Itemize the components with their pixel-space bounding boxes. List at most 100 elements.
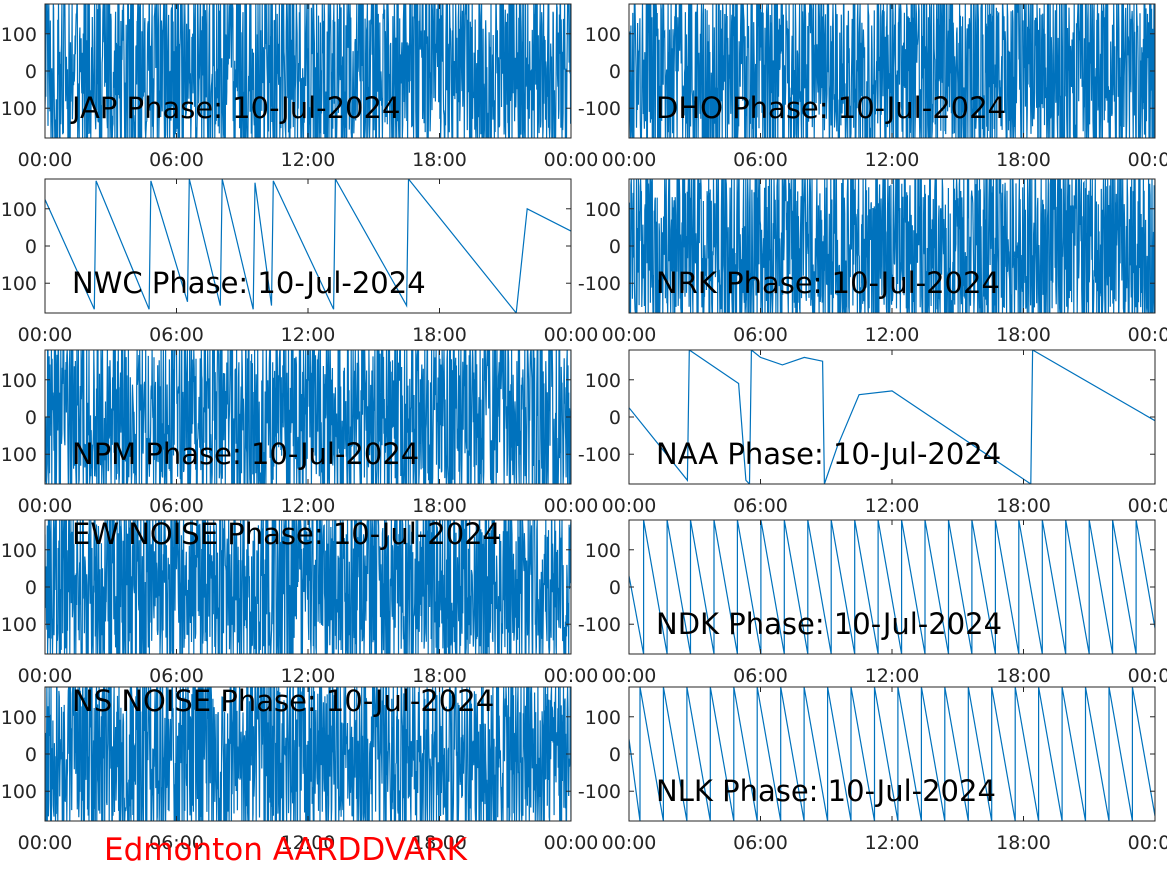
series-line-nwc: [45, 179, 571, 313]
ytick-label: 100: [1, 24, 37, 46]
xtick-label: 12:00: [281, 495, 336, 517]
xtick-label: 18:00: [996, 832, 1051, 854]
series-line-nlk: [629, 687, 1155, 821]
xtick-label: 00:00: [544, 495, 599, 517]
xtick-label: 18:00: [412, 665, 467, 687]
ytick-label: 0: [25, 407, 37, 429]
ytick-label: 0: [609, 61, 621, 83]
panel-title-jap: JAP Phase: 10-Jul-2024: [70, 91, 400, 125]
ytick-label: 0: [25, 236, 37, 258]
xtick-label: 12:00: [281, 324, 336, 346]
ytick-label: 100: [585, 199, 621, 221]
ytick-label: 100: [1, 370, 37, 392]
xtick-label: 00:00: [1128, 495, 1167, 517]
ytick-label: -100: [0, 614, 37, 636]
ytick-label: 100: [1, 540, 37, 562]
ytick-label: 0: [609, 236, 621, 258]
panel-naa: 100 0 -100 00:00 06:00 12:00 18:00 00:00 NAA Pha…: [578, 349, 1167, 517]
xtick-label: 00:00: [544, 665, 599, 687]
ytick-label: 0: [25, 744, 37, 766]
panel-title-nwc: NWC Phase: 10-Jul-2024: [72, 266, 426, 300]
panel-nlk: 100 0 -100 00:00 06:00 12:00 18:00 00:00 NLK Pha…: [578, 686, 1167, 854]
xtick-label: 18:00: [412, 324, 467, 346]
panel-title-npm: NPM Phase: 10-Jul-2024: [72, 437, 419, 471]
series-line-jap: [45, 4, 571, 138]
xtick-label: 06:00: [149, 495, 204, 517]
xtick-label: 00:00: [602, 665, 657, 687]
ytick-label: -100: [578, 98, 621, 120]
ytick-label: 100: [585, 707, 621, 729]
panel-title-ns-noise: NS NOISE Phase: 10-Jul-2024: [72, 684, 494, 718]
panel-title-nlk: NLK Phase: 10-Jul-2024: [656, 774, 996, 808]
ytick-label: -100: [578, 273, 621, 295]
xtick-label: 12:00: [865, 832, 920, 854]
series-line-nrk: [629, 179, 1155, 313]
xtick-label: 18:00: [996, 495, 1051, 517]
xtick-label: 18:00: [412, 495, 467, 517]
xtick-label: 00:00: [544, 149, 599, 171]
panel-title-nrk: NRK Phase: 10-Jul-2024: [656, 266, 1000, 300]
xtick-label: 00:00: [602, 149, 657, 171]
panel-grid: 100 0 -100 00:00 06:00 12:00 18:00 00:00 JAP Pha…: [0, 3, 1167, 854]
series-line-ndk: [629, 520, 1155, 654]
xtick-label: 00:00: [602, 324, 657, 346]
ytick-label: -100: [0, 98, 37, 120]
xtick-label: 12:00: [865, 324, 920, 346]
ytick-label: 0: [25, 61, 37, 83]
xtick-label: 00:00: [602, 495, 657, 517]
ytick-label: 0: [25, 577, 37, 599]
ytick-label: -100: [0, 273, 37, 295]
xtick-label: 06:00: [733, 149, 788, 171]
ytick-label: 100: [1, 707, 37, 729]
panel-npm: 100 0 -100 00:00 06:00 12:00 18:00 00:00 NPM Pha…: [0, 349, 599, 517]
ytick-label: -100: [0, 781, 37, 803]
ytick-label: -100: [578, 444, 621, 466]
series-line-ew-noise: [45, 520, 571, 654]
xtick-label: 06:00: [149, 832, 204, 854]
series-line-ns-noise: [45, 687, 571, 821]
ytick-label: 0: [609, 744, 621, 766]
xtick-label: 00:00: [1128, 832, 1167, 854]
xtick-label: 06:00: [149, 324, 204, 346]
xtick-label: 12:00: [865, 495, 920, 517]
panel-title-ndk: NDK Phase: 10-Jul-2024: [656, 607, 1002, 641]
xtick-label: 12:00: [865, 149, 920, 171]
xtick-label: 00:00: [18, 324, 73, 346]
xtick-label: 18:00: [996, 324, 1051, 346]
xtick-label: 06:00: [733, 832, 788, 854]
xtick-label: 00:00: [18, 665, 73, 687]
xtick-label: 00:00: [18, 149, 73, 171]
xtick-label: 06:00: [149, 149, 204, 171]
panel-ew-noise: 100 0 -100 00:00 06:00 12:00 18:00 00:00 EW NOIS…: [0, 517, 598, 687]
series-line-naa: [629, 350, 1155, 484]
panel-nrk: 100 0 -100 00:00 06:00 12:00 18:00 00:00 NRK Pha…: [578, 178, 1167, 346]
xtick-label: 00:00: [544, 832, 599, 854]
xtick-label: 06:00: [733, 495, 788, 517]
xtick-label: 06:00: [733, 665, 788, 687]
xtick-label: 00:00: [602, 832, 657, 854]
xtick-label: 18:00: [996, 149, 1051, 171]
ytick-label: 100: [585, 24, 621, 46]
ytick-label: -100: [578, 781, 621, 803]
figure-footer-title: Edmonton AARDDVARK: [104, 832, 468, 868]
xtick-label: 06:00: [733, 324, 788, 346]
ytick-label: 100: [1, 199, 37, 221]
panel-dho: 100 0 -100 00:00 06:00 12:00 18:00 00:00 DHO Pha…: [578, 3, 1167, 171]
xtick-label: 00:00: [1128, 665, 1167, 687]
xtick-label: 12:00: [281, 665, 336, 687]
panel-title-ew-noise: EW NOISE Phase: 10-Jul-2024: [72, 517, 501, 551]
xtick-label: 00:00: [1128, 149, 1167, 171]
xtick-label: 12:00: [865, 665, 920, 687]
panel-jap: 100 0 -100 00:00 06:00 12:00 18:00 00:00 JAP Pha…: [0, 3, 599, 171]
ytick-label: 100: [585, 540, 621, 562]
xtick-label: 00:00: [18, 495, 73, 517]
series-line-dho: [629, 4, 1155, 138]
xtick-label: 12:00: [281, 832, 336, 854]
xtick-label: 00:00: [18, 832, 73, 854]
ytick-label: -100: [0, 444, 37, 466]
ytick-label: 0: [609, 577, 621, 599]
xtick-label: 18:00: [412, 832, 467, 854]
xtick-label: 00:00: [1128, 324, 1167, 346]
series-line-npm: [45, 350, 571, 484]
